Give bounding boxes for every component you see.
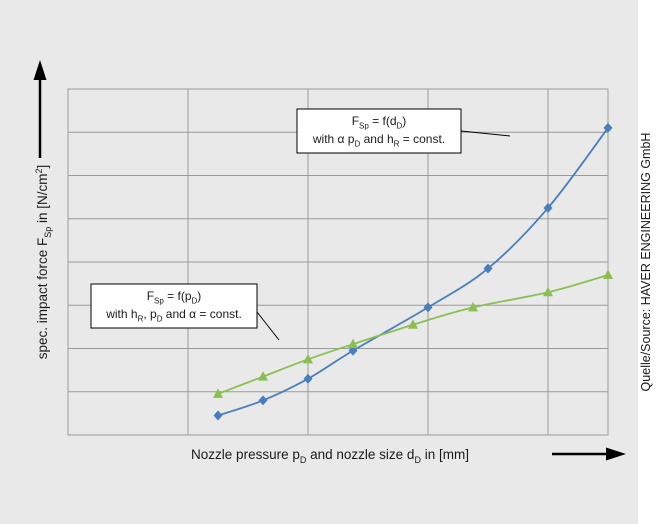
annotation-line: FSp = f(pD)	[147, 289, 202, 305]
data-point-triangle	[303, 353, 313, 364]
annotation-2: FSp = f(pD) with hR, pD and α = const.	[90, 283, 280, 341]
x-axis-arrowhead	[606, 447, 626, 461]
leader-line	[460, 130, 511, 137]
series-line	[217, 127, 609, 417]
data-point-diamond	[543, 202, 553, 213]
data-point-triangle	[408, 319, 418, 329]
data-point-triangle	[258, 371, 268, 381]
data-point-diamond	[213, 410, 223, 421]
data-point-diamond	[483, 263, 493, 274]
plot-frame	[67, 88, 609, 436]
data-point-triangle	[543, 286, 553, 297]
series-layer	[213, 122, 613, 421]
data-point-triangle	[348, 338, 358, 349]
annotations: FSp = f(dD)with α pD and hR = const.FSp …	[90, 108, 511, 341]
data-point-diamond	[303, 373, 313, 384]
annotation-box	[296, 108, 462, 154]
annotation-box	[90, 283, 258, 329]
data-point-triangle	[213, 388, 223, 398]
annotation-line: with α pD and hR = const.	[312, 132, 445, 148]
series-2	[213, 269, 613, 398]
leader-line	[256, 311, 280, 341]
y-axis-title: spec. impact force FSp in [N/cm2]	[34, 165, 53, 360]
annotation-line: FSp = f(dD)	[352, 114, 407, 130]
data-point-diamond	[603, 122, 613, 133]
data-point-triangle	[468, 301, 478, 312]
data-point-diamond	[423, 302, 433, 313]
source-note: Quelle/Source: HAVER ENGINEERING GmbH	[639, 132, 653, 392]
annotation-1: FSp = f(dD) with α pD and hR = const.	[296, 108, 511, 154]
series-line	[217, 274, 609, 395]
x-axis-title: Nozzle pressure pD and nozzle size dD in…	[191, 447, 469, 465]
data-point-triangle	[603, 269, 613, 279]
series-1	[213, 122, 613, 421]
data-point-diamond	[258, 395, 268, 406]
annotation-line: with hR, pD and α = const.	[105, 307, 242, 323]
y-axis-arrowhead	[33, 60, 47, 80]
